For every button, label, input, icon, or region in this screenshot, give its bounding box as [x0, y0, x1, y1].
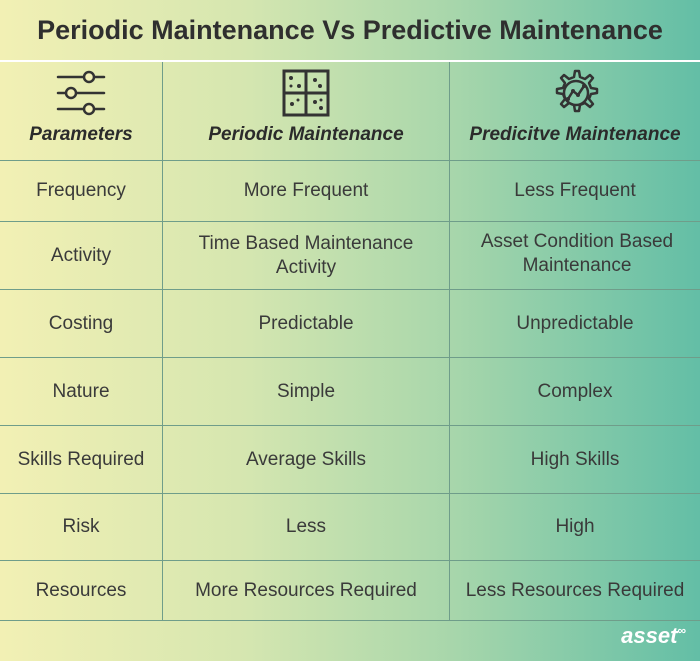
header-parameters: Parameters: [0, 62, 162, 160]
row-divider: [0, 425, 700, 426]
periodic-cell: Predictable: [258, 312, 354, 334]
parameter-cell: Activity: [50, 244, 112, 266]
predictive-cell: Unpredictable: [516, 312, 634, 334]
header-label: Parameters: [29, 124, 133, 145]
periodic-cell: Average Skills: [245, 448, 367, 470]
row-divider: [0, 357, 700, 358]
predictive-cell: High Skills: [530, 448, 620, 470]
parameter-cell: Costing: [48, 312, 114, 334]
parameter-cell: Frequency: [36, 180, 126, 201]
row-divider: [0, 620, 700, 621]
row-divider: [0, 493, 700, 494]
logo-mark: ∞: [677, 623, 686, 638]
grid-calendar-icon: [282, 68, 330, 118]
gear-analytics-icon: [548, 68, 602, 118]
header-periodic: Periodic Maintenance: [163, 62, 449, 160]
predictive-cell: Asset Condition Based Maintenance: [480, 230, 674, 276]
periodic-cell: Simple: [276, 380, 336, 402]
row-divider: [0, 221, 700, 222]
parameter-cell: Risk: [62, 516, 100, 537]
header-label: Periodic Maintenance: [208, 124, 404, 145]
page-title: Periodic Maintenance Vs Predictive Maint…: [37, 14, 663, 45]
predictive-cell: Less Frequent: [514, 180, 636, 201]
predictive-cell: High: [555, 516, 595, 537]
title-divider: [0, 60, 700, 62]
header-predictive: Predicitve Maintenance: [450, 62, 700, 160]
header-label: Predicitve Maintenance: [469, 124, 681, 145]
predictive-cell: Less Resources Required: [465, 579, 685, 601]
column-divider: [449, 62, 450, 620]
periodic-cell: Time Based Maintenance Activity: [198, 232, 414, 278]
periodic-cell: Less: [285, 516, 327, 537]
row-divider: [0, 289, 700, 290]
row-divider: [0, 560, 700, 561]
periodic-cell: More Frequent: [243, 180, 369, 201]
logo-text: asset: [621, 623, 678, 648]
predictive-cell: Complex: [537, 380, 613, 402]
parameter-cell: Skills Required: [17, 448, 145, 470]
parameter-cell: Resources: [35, 579, 127, 601]
row-divider: [0, 160, 700, 161]
periodic-cell: More Resources Required: [195, 579, 417, 601]
sliders-icon: [56, 68, 106, 118]
asset-logo: asset∞: [621, 623, 686, 649]
column-divider: [162, 62, 163, 620]
parameter-cell: Nature: [52, 380, 110, 402]
